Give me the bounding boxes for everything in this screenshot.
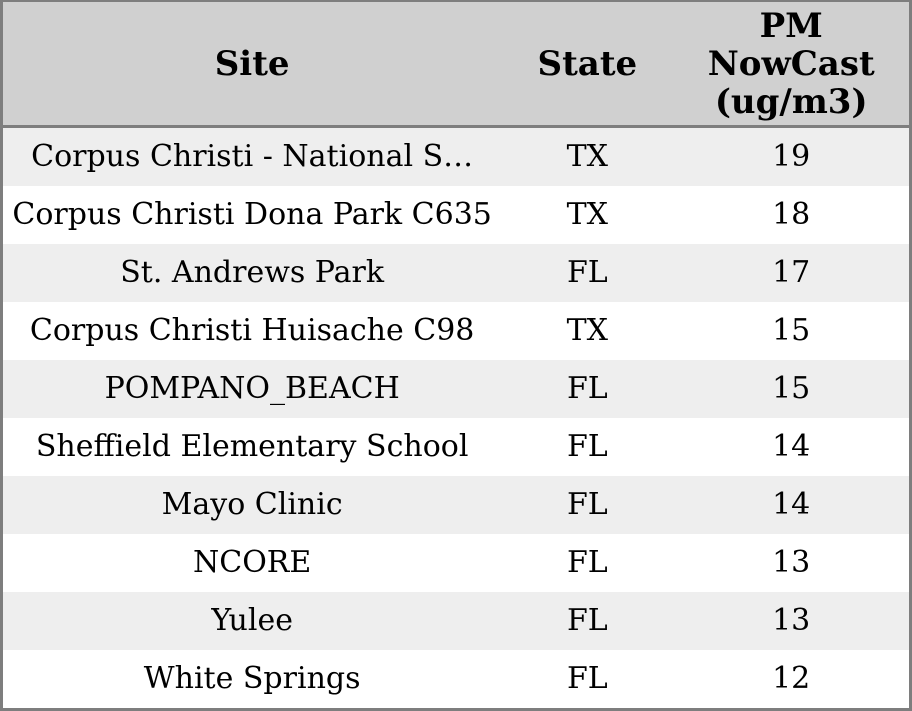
state-cell: TX	[566, 140, 609, 174]
table-row: Yulee FL 13	[3, 592, 909, 650]
site-cell: Corpus Christi Dona Park C635	[12, 198, 492, 232]
table-row: NCORE FL 13	[3, 534, 909, 592]
site-cell: NCORE	[193, 546, 312, 580]
pm-nowcast-cell: 18	[772, 198, 811, 232]
site-cell: POMPANO_BEACH	[104, 372, 400, 406]
state-cell: FL	[566, 256, 608, 290]
pm-nowcast-cell: 14	[772, 488, 811, 522]
site-cell: Mayo Clinic	[161, 488, 343, 522]
state-cell: FL	[566, 604, 608, 638]
site-cell: Corpus Christi - National S…	[31, 140, 474, 174]
table-body: Corpus Christi - National S… TX 19 Corpu…	[3, 128, 909, 708]
pm-nowcast-cell: 15	[772, 314, 811, 348]
site-cell: St. Andrews Park	[120, 256, 385, 290]
state-cell: TX	[566, 314, 609, 348]
pm-nowcast-cell: 15	[772, 372, 811, 406]
header-cell-pm-nowcast[interactable]: PM NowCast (ug/m3)	[707, 6, 875, 121]
state-cell: FL	[566, 488, 608, 522]
pm-nowcast-cell: 14	[772, 430, 811, 464]
state-cell: FL	[566, 546, 608, 580]
table-row: Mayo Clinic FL 14	[3, 476, 909, 534]
table-row: POMPANO_BEACH FL 15	[3, 360, 909, 418]
pm-nowcast-cell: 19	[772, 140, 811, 174]
table-row: St. Andrews Park FL 17	[3, 244, 909, 302]
site-cell: White Springs	[143, 662, 361, 696]
state-cell: FL	[566, 430, 608, 464]
pm-nowcast-cell: 13	[772, 604, 811, 638]
table-row: Corpus Christi Dona Park C635 TX 18	[3, 186, 909, 244]
site-cell: Corpus Christi Huisache C98	[29, 314, 475, 348]
pm-nowcast-cell: 12	[772, 662, 811, 696]
pm-nowcast-cell: 13	[772, 546, 811, 580]
state-cell: FL	[566, 662, 608, 696]
table-row: Corpus Christi Huisache C98 TX 15	[3, 302, 909, 360]
site-cell: Sheffield Elementary School	[35, 430, 469, 464]
header-cell-site[interactable]: Site	[214, 44, 290, 83]
table-row: Corpus Christi - National S… TX 19	[3, 128, 909, 186]
table-row: Sheffield Elementary School FL 14	[3, 418, 909, 476]
site-cell: Yulee	[211, 604, 293, 638]
state-cell: TX	[566, 198, 609, 232]
table-header: Site State PM NowCast (ug/m3)	[3, 2, 909, 128]
pm-nowcast-cell: 17	[772, 256, 811, 290]
state-cell: FL	[566, 372, 608, 406]
table-row: White Springs FL 12	[3, 650, 909, 708]
header-cell-state[interactable]: State	[537, 44, 638, 83]
